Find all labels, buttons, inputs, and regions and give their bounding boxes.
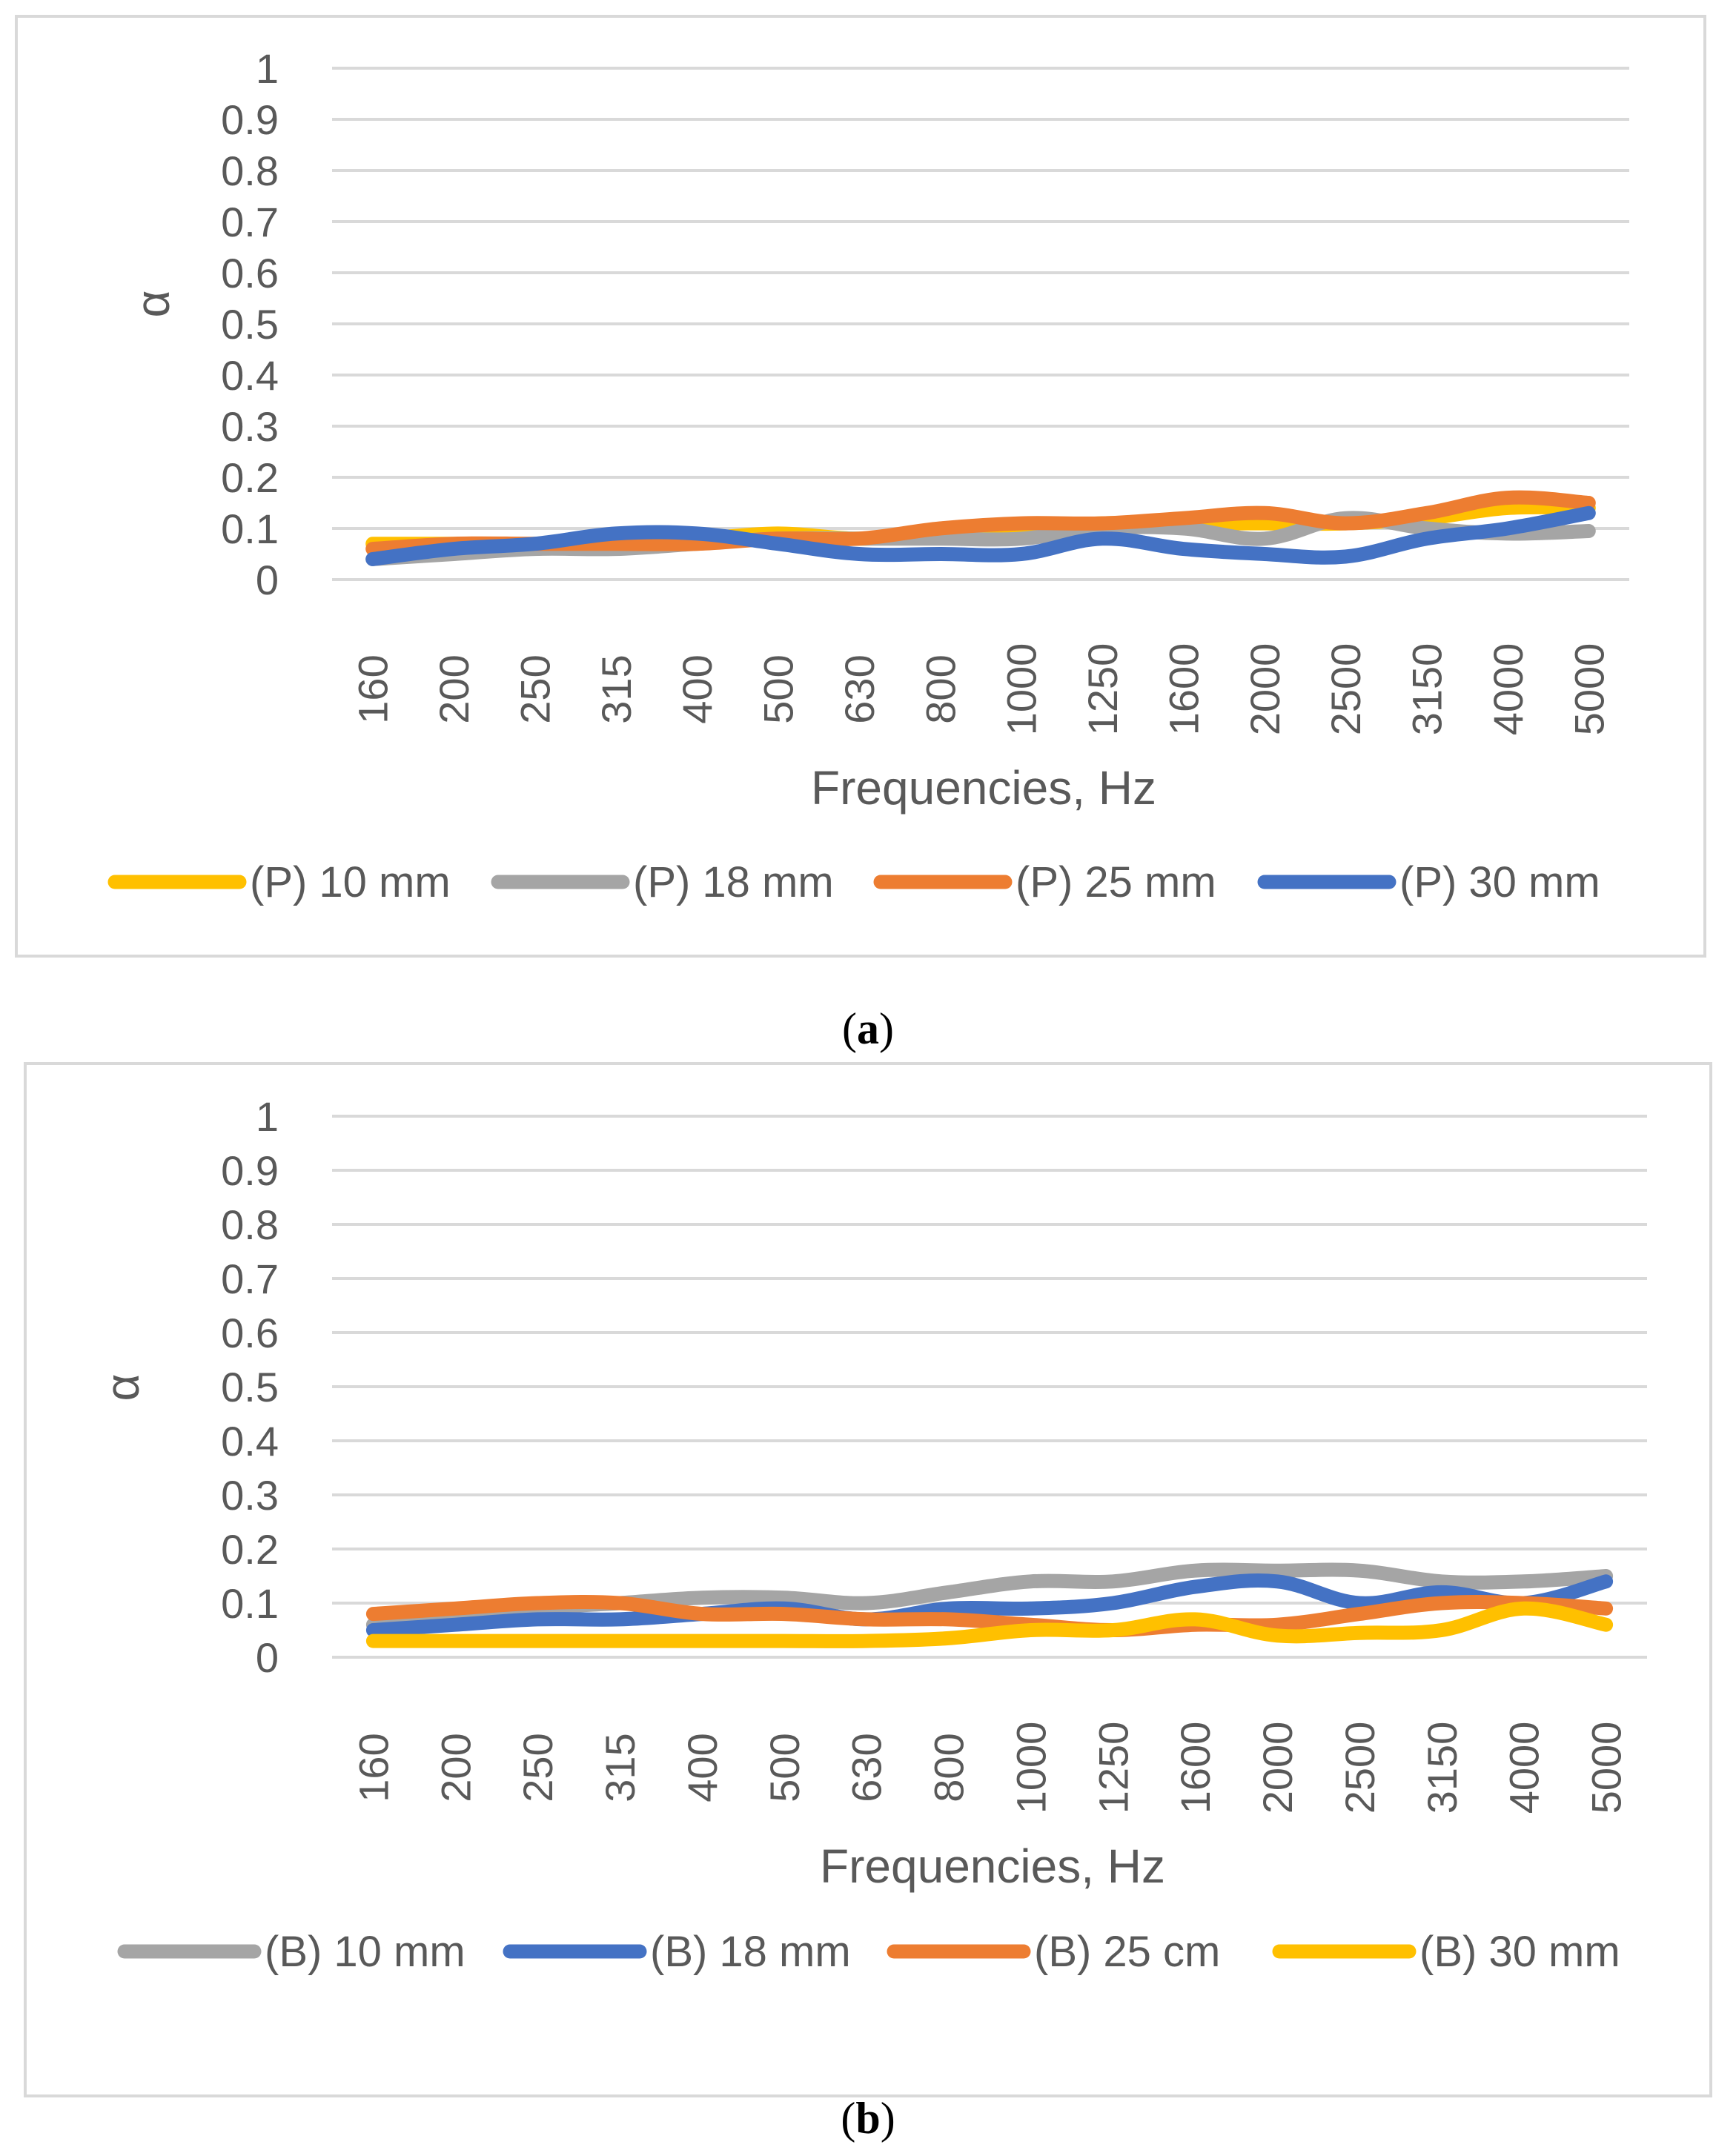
x-tick-label: 160 — [350, 654, 397, 723]
y-tick-label: 0.4 — [221, 1418, 279, 1465]
y-tick-label: 0.6 — [221, 1310, 279, 1356]
legend-label: (B) 10 mm — [265, 1928, 466, 1976]
chart-frame — [15, 15, 1706, 958]
x-tick-label: 2000 — [1242, 643, 1288, 736]
y-tick-label: 0.3 — [221, 403, 279, 450]
x-tick-label: 250 — [511, 654, 558, 723]
y-tick-label: 0.9 — [221, 96, 279, 143]
legend-label: (B) 30 mm — [1419, 1928, 1620, 1976]
y-tick-label: 0.9 — [221, 1147, 279, 1194]
panel-label: (b) — [841, 2094, 895, 2143]
y-tick-label: 0 — [256, 1634, 279, 1681]
legend-label: (P) 18 mm — [633, 858, 834, 906]
x-tick-label: 1600 — [1172, 1722, 1219, 1814]
series-line-4 — [365, 1601, 1614, 1648]
y-tick-label: 0 — [256, 557, 279, 603]
y-tick-label: 0.8 — [221, 1201, 279, 1248]
x-tick-label: 400 — [674, 654, 720, 723]
x-axis-title: Frequencies, Hz — [820, 1840, 1165, 1893]
x-tick-label: 250 — [514, 1733, 561, 1802]
legend: (B) 10 mm (B) 18 mm (B) 25 cm (B) 30 mm — [117, 1928, 1620, 1976]
legend-label: (P) 10 mm — [250, 858, 451, 906]
chart-panel-b: 0 0.1 0.2 0.3 0.4 0.5 0.6 0.7 0.8 0.9 1 160 200 250 31… — [24, 1062, 1712, 2097]
x-tick-label: 315 — [593, 654, 640, 723]
x-tick-label: 1250 — [1090, 1722, 1136, 1814]
chart-panel-a: 0 0.10.20.30.40.5 0.6 0.7 0.80.91 160 200 250 31… — [15, 15, 1706, 958]
x-tick-label: 200 — [431, 654, 477, 723]
x-tick-label: 4000 — [1485, 643, 1531, 736]
x-tick-label: 315 — [597, 1733, 643, 1802]
x-tick-label: 400 — [679, 1733, 726, 1802]
x-tick-label: 3150 — [1419, 1722, 1465, 1814]
y-tick-label: 1 — [256, 1093, 279, 1140]
chart-frame — [24, 1062, 1712, 2097]
y-tick-label: 0.1 — [221, 505, 279, 552]
x-tick-label: 630 — [836, 654, 883, 723]
x-tick-label: 1600 — [1160, 643, 1207, 736]
x-tick-label: 2500 — [1336, 1722, 1383, 1814]
x-tick-label: 2000 — [1254, 1722, 1301, 1814]
legend-label: (B) 18 mm — [650, 1928, 851, 1976]
legend-label: (P) 25 mm — [1016, 858, 1216, 906]
x-tick-label: 200 — [432, 1733, 479, 1802]
y-tick-label: 0.6 — [221, 250, 279, 296]
x-tick-label: 630 — [844, 1733, 890, 1802]
y-tick-label: 0.4 — [221, 352, 279, 399]
y-tick-label: 0.5 — [221, 1364, 279, 1410]
y-tick-label: 1 — [256, 45, 279, 92]
y-tick-label: 0.7 — [221, 199, 279, 245]
x-tick-label: 160 — [350, 1733, 397, 1802]
y-tick-label: 0.8 — [221, 147, 279, 194]
x-axis-title: Frequencies, Hz — [811, 761, 1156, 815]
legend-label: (B) 25 cm — [1034, 1928, 1220, 1976]
x-tick-label: 5000 — [1566, 643, 1612, 736]
y-tick-label: 0.1 — [221, 1580, 279, 1627]
x-tick-label: 4000 — [1501, 1722, 1548, 1814]
legend: (P) 10 mm (P) 18 mm (P) 25 mm (P) 30 mm — [107, 858, 1600, 906]
y-tick-label: 0.5 — [221, 301, 279, 348]
x-tick-label: 800 — [917, 654, 964, 723]
y-tick-label: 0.2 — [221, 454, 279, 501]
x-tick-label: 3150 — [1404, 643, 1451, 736]
x-tick-label: 1250 — [1079, 643, 1126, 736]
series-line-4 — [365, 505, 1596, 566]
x-tick-label: 2500 — [1322, 643, 1369, 736]
y-tick-label: 0.7 — [221, 1256, 279, 1302]
x-tick-label: 800 — [926, 1733, 973, 1802]
series-line-2 — [365, 1573, 1614, 1637]
y-axis-title: α — [126, 291, 179, 318]
x-tick-label: 500 — [755, 654, 802, 723]
panel-label: (a) — [842, 1004, 894, 1053]
x-tick-label: 5000 — [1583, 1722, 1630, 1814]
x-tick-label: 1000 — [998, 643, 1045, 736]
x-tick-label: 500 — [761, 1733, 808, 1802]
x-tick-label: 1000 — [1007, 1722, 1054, 1814]
y-axis-title: α — [96, 1374, 149, 1402]
y-tick-label: 0.2 — [221, 1526, 279, 1573]
y-tick-label: 0.3 — [221, 1472, 279, 1519]
legend-label: (P) 30 mm — [1399, 858, 1600, 906]
series-line-3 — [365, 1595, 1614, 1637]
